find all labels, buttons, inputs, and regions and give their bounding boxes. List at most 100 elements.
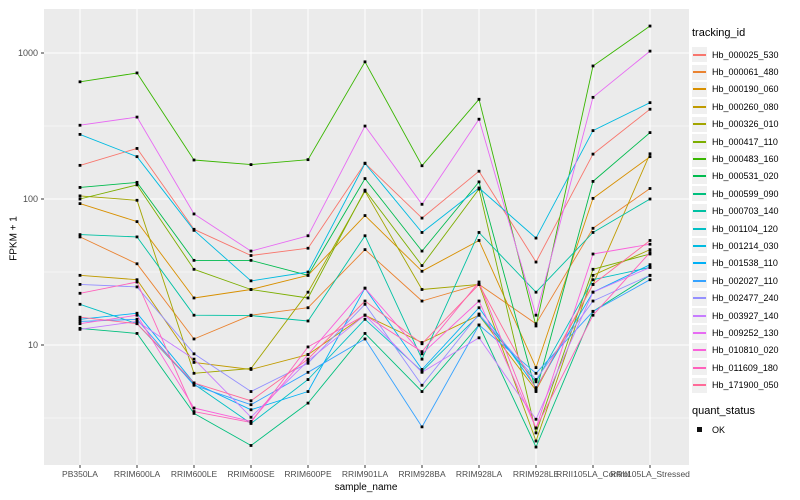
data-point xyxy=(534,236,538,240)
data-point xyxy=(306,273,310,277)
x-tick-label: RRIM600PE xyxy=(284,469,332,479)
legend-key-line-icon xyxy=(692,273,707,289)
data-point xyxy=(477,186,481,190)
y-tick-label: 10 xyxy=(28,340,38,350)
data-point xyxy=(591,309,595,313)
square-point-icon xyxy=(692,422,707,437)
data-point xyxy=(363,214,367,217)
data-point xyxy=(192,258,196,262)
x-tick-label: RRIM600LE xyxy=(171,469,218,479)
data-point xyxy=(135,313,139,317)
data-point xyxy=(420,202,424,206)
data-point xyxy=(420,264,424,267)
data-point xyxy=(648,152,652,156)
data-point xyxy=(306,270,310,274)
legend-item: Hb_000531_020 xyxy=(692,168,798,185)
legend-key-line-icon xyxy=(692,186,707,202)
legend-key-line-icon xyxy=(692,64,707,80)
data-point xyxy=(249,314,253,317)
data-point xyxy=(192,158,196,162)
legend-item-label: Hb_000531_020 xyxy=(712,171,779,182)
legend-key-line-icon xyxy=(692,116,707,132)
data-point xyxy=(648,107,652,111)
data-point xyxy=(78,273,82,277)
data-point xyxy=(591,299,595,303)
legend-item-list: Hb_000025_530 Hb_000061_480 Hb_000190_060 H… xyxy=(692,46,798,394)
data-point xyxy=(78,202,82,206)
data-point xyxy=(363,299,367,303)
legend-item-label: Hb_003927_140 xyxy=(712,310,779,321)
data-point xyxy=(192,228,196,232)
data-point xyxy=(192,410,196,413)
data-point xyxy=(306,306,310,310)
data-point xyxy=(135,183,139,187)
data-point xyxy=(591,152,595,156)
data-point xyxy=(306,290,310,294)
data-point xyxy=(192,313,196,317)
data-point xyxy=(534,378,538,381)
data-point xyxy=(534,371,538,375)
data-point xyxy=(135,155,139,159)
legend-item: Hb_011609_180 xyxy=(692,359,798,376)
x-tick-label: RRIM928BA xyxy=(398,469,446,479)
data-point xyxy=(591,95,595,99)
data-point xyxy=(648,239,652,242)
legend-item-label: Hb_001104_120 xyxy=(712,223,778,234)
legend-item-label: Hb_000483_160 xyxy=(712,154,779,165)
data-point xyxy=(78,322,82,326)
data-point xyxy=(192,357,196,361)
data-point xyxy=(648,263,652,267)
data-point xyxy=(135,320,139,323)
legend-item: Hb_001538_110 xyxy=(692,255,798,272)
legend-key-line-icon xyxy=(692,342,707,358)
data-point xyxy=(192,337,196,341)
data-point xyxy=(477,239,481,242)
data-point xyxy=(363,188,367,192)
data-point xyxy=(534,324,538,328)
x-tick-label: RRII105LA_Control xyxy=(556,469,630,479)
data-point xyxy=(249,163,253,167)
data-point xyxy=(363,124,367,128)
legend-item: Hb_001104_120 xyxy=(692,220,798,237)
data-point xyxy=(420,299,424,303)
data-point xyxy=(420,216,424,220)
data-point xyxy=(135,198,139,202)
data-point xyxy=(78,132,82,136)
legend-key-line-icon xyxy=(692,221,707,237)
legend-item: Hb_000190_060 xyxy=(692,81,798,98)
x-axis-title: sample_name xyxy=(334,482,398,493)
data-point xyxy=(534,380,538,384)
data-point xyxy=(420,390,424,393)
legend-key-line-icon xyxy=(692,134,707,150)
legend-item: Hb_000703_140 xyxy=(692,203,798,220)
legend-key-line-icon xyxy=(692,377,707,393)
legend-key-line-icon xyxy=(692,360,707,376)
data-point xyxy=(420,164,424,168)
data-point xyxy=(363,60,367,64)
legend-key-line-icon xyxy=(692,81,707,97)
data-point xyxy=(591,273,595,277)
data-point xyxy=(192,371,196,375)
legend-key-line-icon xyxy=(692,168,707,184)
data-point xyxy=(78,320,82,323)
data-point xyxy=(420,342,424,346)
x-tick-label: RRIM928LE xyxy=(513,469,560,479)
data-point xyxy=(192,406,196,410)
x-tick-label: RRIM928LA xyxy=(456,469,503,479)
data-point xyxy=(135,71,139,75)
data-point xyxy=(591,226,595,230)
data-point xyxy=(135,180,139,184)
data-point xyxy=(192,296,196,300)
data-point xyxy=(249,254,253,257)
data-point xyxy=(420,370,424,374)
data-point xyxy=(591,313,595,317)
data-point xyxy=(591,231,595,234)
data-point xyxy=(591,179,595,183)
data-point xyxy=(648,187,652,190)
data-point xyxy=(78,302,82,306)
legend-item-label: Hb_001214_030 xyxy=(712,240,779,251)
legend-item-label: Hb_000025_530 xyxy=(712,49,779,60)
data-point xyxy=(534,290,538,294)
data-point xyxy=(78,283,82,286)
